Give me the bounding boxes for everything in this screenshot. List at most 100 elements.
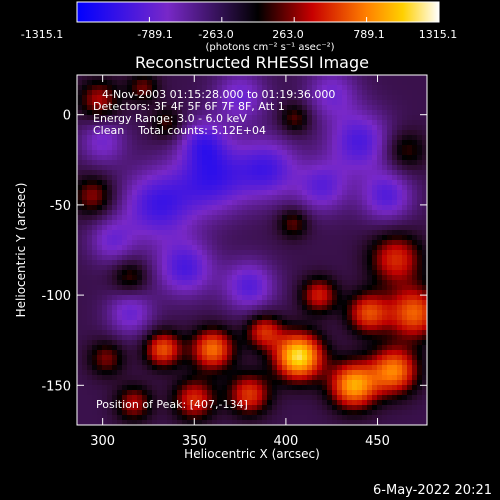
heatmap-cell (247, 350, 253, 356)
heatmap-cell (122, 235, 128, 241)
heatmap-cell (352, 95, 358, 101)
heatmap-cell (192, 110, 198, 116)
heatmap-cell (312, 420, 318, 425)
heatmap-cell (217, 285, 223, 291)
heatmap-cell (127, 245, 133, 251)
heatmap-cell (257, 180, 263, 186)
heatmap-cell (77, 360, 83, 366)
heatmap-cell (142, 95, 148, 101)
heatmap-cell (92, 175, 98, 181)
heatmap-cell (357, 415, 363, 421)
heatmap-cell (162, 360, 168, 366)
heatmap-cell (167, 125, 173, 131)
heatmap-cell (342, 185, 348, 191)
heatmap-cell (317, 325, 323, 331)
heatmap-cell (247, 285, 253, 291)
heatmap-cell (392, 250, 398, 256)
heatmap-cell (97, 90, 103, 96)
heatmap-cell (152, 275, 158, 281)
heatmap-cell (192, 235, 198, 241)
heatmap-cell (177, 210, 183, 216)
heatmap-cell (387, 320, 393, 326)
heatmap-cell (272, 420, 278, 425)
heatmap-cell (242, 340, 248, 346)
heatmap-cell (332, 375, 338, 381)
heatmap-cell (222, 355, 228, 361)
heatmap-cell (132, 185, 138, 191)
heatmap-cell (157, 185, 163, 191)
heatmap-cell (127, 240, 133, 246)
heatmap-cell (267, 255, 273, 261)
heatmap-cell (97, 300, 103, 306)
heatmap-cell (277, 335, 283, 341)
heatmap-cell (242, 360, 248, 366)
heatmap-cell (82, 110, 88, 116)
heatmap-cell (172, 385, 178, 391)
heatmap-cell (247, 125, 253, 131)
heatmap-cell (252, 310, 258, 316)
heatmap-cell (302, 395, 308, 401)
heatmap-cell (262, 300, 268, 306)
heatmap-cell (217, 410, 223, 416)
heatmap-cell (192, 220, 198, 226)
heatmap-cell (227, 330, 233, 336)
heatmap-cell (82, 225, 88, 231)
heatmap-cell (312, 95, 318, 101)
heatmap-cell (237, 295, 243, 301)
heatmap-cell (232, 215, 238, 221)
heatmap-cell (257, 290, 263, 296)
heatmap-cell (337, 245, 343, 251)
heatmap-cell (212, 250, 218, 256)
heatmap-cell (257, 360, 263, 366)
heatmap-cell (217, 255, 223, 261)
annotation-peak: Position of Peak: [407,-134] (96, 398, 248, 411)
colorbar-tick-label: 1315.1 (419, 28, 458, 41)
heatmap-cell (412, 410, 418, 416)
heatmap-cell (227, 345, 233, 351)
heatmap-cell (267, 100, 273, 106)
heatmap-cell (312, 285, 318, 291)
heatmap-cell (422, 165, 427, 171)
heatmap-cell (417, 150, 423, 156)
heatmap-cell (107, 375, 113, 381)
heatmap-cell (162, 405, 168, 411)
heatmap-cell (127, 285, 133, 291)
heatmap-cell (322, 290, 328, 296)
heatmap-cell (147, 355, 153, 361)
heatmap-cell (307, 385, 313, 391)
heatmap-cell (337, 185, 343, 191)
heatmap-cell (112, 415, 118, 421)
heatmap-cell (417, 355, 423, 361)
heatmap-cell (297, 295, 303, 301)
heatmap-cell (367, 365, 373, 371)
heatmap-cell (212, 320, 218, 326)
heatmap-cell (132, 315, 138, 321)
heatmap-cell (397, 195, 403, 201)
heatmap-cell (112, 420, 118, 425)
heatmap-cell (97, 105, 103, 111)
heatmap-cell (77, 345, 83, 351)
heatmap-cell (102, 150, 108, 156)
heatmap-cell (362, 225, 368, 231)
heatmap-cell (317, 185, 323, 191)
heatmap-cell (267, 235, 273, 241)
heatmap-cell (392, 210, 398, 216)
heatmap-cell (127, 375, 133, 381)
heatmap-cell (322, 230, 328, 236)
heatmap-cell (112, 275, 118, 281)
heatmap-cell (92, 355, 98, 361)
heatmap-cell (107, 370, 113, 376)
heatmap-cell (252, 250, 258, 256)
heatmap-cell (412, 405, 418, 411)
heatmap-cell (237, 225, 243, 231)
heatmap-cell (412, 195, 418, 201)
heatmap-cell (177, 345, 183, 351)
heatmap-cell (397, 175, 403, 181)
heatmap-cell (262, 395, 268, 401)
heatmap-cell (237, 285, 243, 291)
heatmap-cell (202, 165, 208, 171)
heatmap-cell (412, 420, 418, 425)
heatmap-cell (327, 300, 333, 306)
heatmap-cell (382, 190, 388, 196)
heatmap-cell (417, 400, 423, 406)
